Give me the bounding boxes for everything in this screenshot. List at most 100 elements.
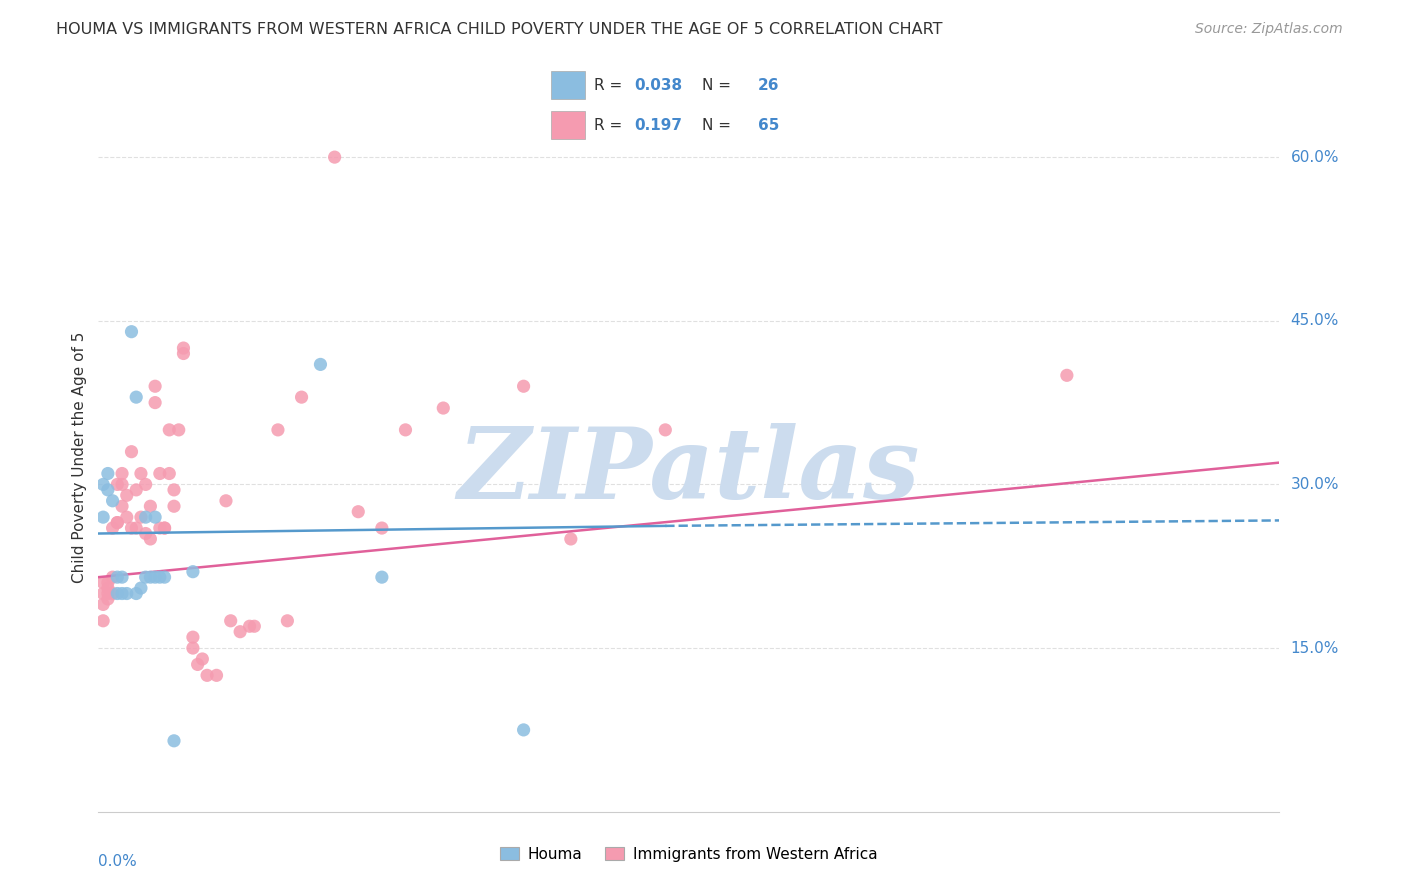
Point bbox=[157, 423, 180, 437]
Point bbox=[91, 614, 114, 628]
Text: ZIPatlas: ZIPatlas bbox=[458, 423, 920, 519]
Point bbox=[149, 467, 172, 481]
Point bbox=[239, 619, 262, 633]
Point bbox=[143, 510, 166, 524]
Point bbox=[111, 570, 134, 584]
Point bbox=[290, 390, 312, 404]
Point bbox=[101, 586, 124, 600]
Point bbox=[181, 630, 204, 644]
Point bbox=[125, 586, 148, 600]
Text: N =: N = bbox=[702, 118, 735, 133]
Point bbox=[432, 401, 454, 415]
Point bbox=[153, 570, 176, 584]
Point bbox=[135, 570, 157, 584]
Point bbox=[91, 477, 114, 491]
Text: Source: ZipAtlas.com: Source: ZipAtlas.com bbox=[1195, 22, 1343, 37]
Point bbox=[139, 570, 162, 584]
Text: 0.197: 0.197 bbox=[634, 118, 682, 133]
Point bbox=[111, 586, 134, 600]
Point bbox=[125, 521, 148, 535]
Point bbox=[276, 614, 298, 628]
Point bbox=[149, 570, 172, 584]
Point bbox=[97, 586, 120, 600]
Text: 30.0%: 30.0% bbox=[1291, 477, 1339, 491]
Point bbox=[309, 358, 332, 372]
Point bbox=[243, 619, 266, 633]
Point bbox=[91, 575, 114, 590]
Point bbox=[139, 500, 162, 514]
Text: 60.0%: 60.0% bbox=[1291, 150, 1339, 165]
Point bbox=[91, 586, 114, 600]
Point bbox=[187, 657, 209, 672]
Point bbox=[101, 570, 124, 584]
FancyBboxPatch shape bbox=[551, 111, 585, 139]
Point bbox=[394, 423, 416, 437]
Point bbox=[181, 565, 204, 579]
Point bbox=[153, 521, 176, 535]
Text: HOUMA VS IMMIGRANTS FROM WESTERN AFRICA CHILD POVERTY UNDER THE AGE OF 5 CORRELA: HOUMA VS IMMIGRANTS FROM WESTERN AFRICA … bbox=[56, 22, 943, 37]
Point bbox=[111, 500, 134, 514]
Point bbox=[91, 598, 114, 612]
Point bbox=[135, 477, 157, 491]
Text: 65: 65 bbox=[758, 118, 779, 133]
Point bbox=[97, 483, 120, 497]
Text: 45.0%: 45.0% bbox=[1291, 313, 1339, 328]
Point bbox=[105, 516, 128, 530]
Point bbox=[215, 493, 238, 508]
Point bbox=[125, 390, 148, 404]
Text: R =: R = bbox=[593, 118, 627, 133]
Point bbox=[654, 423, 676, 437]
Text: 0.038: 0.038 bbox=[634, 78, 682, 93]
Point bbox=[157, 467, 180, 481]
Point bbox=[91, 510, 114, 524]
Point bbox=[143, 395, 166, 409]
Point bbox=[195, 668, 218, 682]
Text: 15.0%: 15.0% bbox=[1291, 640, 1339, 656]
Point bbox=[101, 493, 124, 508]
Point bbox=[105, 477, 128, 491]
Point bbox=[143, 570, 166, 584]
Point bbox=[371, 570, 394, 584]
Point bbox=[219, 614, 242, 628]
Point bbox=[167, 423, 190, 437]
Legend: Houma, Immigrants from Western Africa: Houma, Immigrants from Western Africa bbox=[494, 840, 884, 868]
Point bbox=[97, 575, 120, 590]
Point bbox=[149, 521, 172, 535]
Point bbox=[115, 488, 138, 502]
Point bbox=[115, 510, 138, 524]
Point bbox=[121, 444, 143, 458]
Point bbox=[205, 668, 228, 682]
Point bbox=[129, 581, 152, 595]
Point bbox=[101, 521, 124, 535]
Point bbox=[97, 581, 120, 595]
Point bbox=[115, 586, 138, 600]
Point bbox=[121, 325, 143, 339]
Point bbox=[97, 592, 120, 607]
Point bbox=[181, 641, 204, 656]
Point bbox=[105, 570, 128, 584]
Point bbox=[172, 346, 194, 360]
Point bbox=[121, 521, 143, 535]
Point bbox=[347, 505, 370, 519]
Point bbox=[267, 423, 290, 437]
Point bbox=[139, 532, 162, 546]
Text: 0.0%: 0.0% bbox=[98, 855, 138, 870]
Point bbox=[172, 341, 194, 355]
Point bbox=[153, 521, 176, 535]
Point bbox=[371, 521, 394, 535]
Point bbox=[97, 467, 120, 481]
Point bbox=[135, 526, 157, 541]
Point bbox=[560, 532, 582, 546]
Point bbox=[512, 723, 534, 737]
Point bbox=[105, 586, 128, 600]
FancyBboxPatch shape bbox=[551, 71, 585, 99]
Text: 26: 26 bbox=[758, 78, 779, 93]
Point bbox=[143, 379, 166, 393]
Point bbox=[129, 510, 152, 524]
Point bbox=[163, 483, 186, 497]
Point bbox=[229, 624, 252, 639]
Point bbox=[163, 733, 186, 747]
Text: R =: R = bbox=[593, 78, 627, 93]
Y-axis label: Child Poverty Under the Age of 5: Child Poverty Under the Age of 5 bbox=[72, 332, 87, 582]
Point bbox=[512, 379, 534, 393]
